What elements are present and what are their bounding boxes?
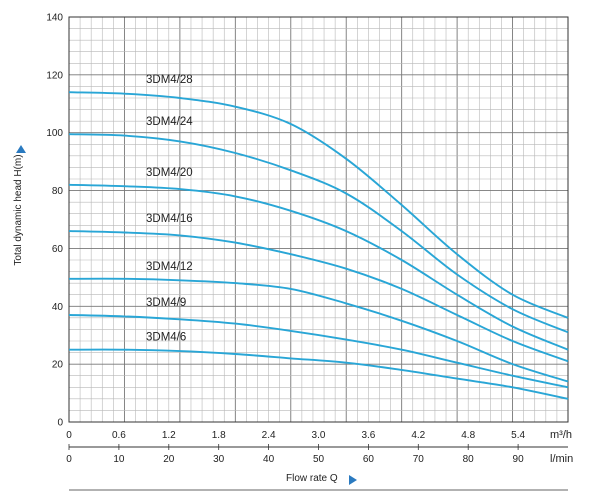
y-tick-label: 20 — [52, 360, 64, 371]
curves — [68, 91, 569, 400]
curve-3dm4-6 — [68, 348, 569, 400]
x-tick-label-m3h: 3.0 — [312, 430, 326, 441]
curve-3dm4-9 — [68, 314, 569, 389]
series-label-3dm4-12: 3DM4/12 — [146, 261, 193, 273]
y-tick-label: 80 — [52, 186, 64, 197]
x-tick-label-lmin: 30 — [213, 454, 225, 465]
x-unit-lmin: l/min — [550, 453, 573, 465]
x-axis-title: Flow rate Q — [286, 473, 338, 484]
series-label-3dm4-28: 3DM4/28 — [146, 74, 193, 86]
y-axis-title: Total dynamic head H(m) — [13, 154, 24, 265]
x-tick-labels-m3h: 0 0.6 1.2 1.8 2.4 3.0 3.6 4.2 4.8 5.4 — [66, 430, 525, 441]
x-tick-label-lmin: 20 — [163, 454, 175, 465]
x-axis-arrow-icon — [349, 475, 357, 485]
curve-3dm4-24 — [68, 133, 569, 334]
series-label-3dm4-9: 3DM4/9 — [146, 297, 186, 309]
x-unit-m3h: m³/h — [550, 429, 572, 441]
curve-3dm4-16 — [68, 230, 569, 363]
y-axis-arrow-icon — [16, 145, 26, 153]
x-tick-label-lmin: 10 — [113, 454, 125, 465]
x-tick-label-m3h: 1.2 — [162, 430, 176, 441]
x-tick-label-m3h: 4.2 — [411, 430, 425, 441]
x-tick-label-lmin: 90 — [513, 454, 525, 465]
x-tick-label-lmin: 0 — [66, 454, 72, 465]
y-tick-label: 60 — [52, 244, 64, 255]
series-label-3dm4-20: 3DM4/20 — [146, 167, 193, 179]
y-tick-label: 0 — [57, 418, 63, 429]
y-tick-labels: 0 20 40 60 80 100 120 140 — [46, 13, 63, 429]
curve-3dm4-28 — [68, 91, 569, 319]
x-tick-label-m3h: 2.4 — [262, 430, 276, 441]
x-tick-label-m3h: 3.6 — [361, 430, 375, 441]
y-tick-label: 120 — [46, 70, 63, 81]
x-tick-label-m3h: 4.8 — [461, 430, 475, 441]
plot-frame — [68, 16, 569, 423]
y-tick-label: 140 — [46, 13, 63, 24]
x-tick-label-m3h: 1.8 — [212, 430, 226, 441]
y-tick-label: 100 — [46, 128, 63, 139]
series-label-3dm4-24: 3DM4/24 — [146, 116, 193, 128]
curve-3dm4-20 — [68, 183, 569, 351]
x-tick-label-lmin: 50 — [313, 454, 325, 465]
series-label-3dm4-16: 3DM4/16 — [146, 213, 193, 225]
x-tick-label-m3h: 0 — [66, 430, 72, 441]
series-labels: 3DM4/28 3DM4/24 3DM4/20 3DM4/16 3DM4/12 3DM4/… — [146, 74, 193, 343]
x-tick-label-m3h: 5.4 — [511, 430, 525, 441]
x-tick-label-lmin: 70 — [413, 454, 425, 465]
x-tick-label-m3h: 0.6 — [112, 430, 126, 441]
series-label-3dm4-6: 3DM4/6 — [146, 332, 186, 344]
curve-3dm4-12 — [68, 277, 569, 383]
x-tick-label-lmin: 40 — [263, 454, 275, 465]
y-tick-label: 40 — [52, 302, 64, 313]
x-tick-label-lmin: 60 — [363, 454, 375, 465]
x-tick-label-lmin: 80 — [463, 454, 475, 465]
x-tick-labels-lmin: 0 10 20 30 40 50 60 70 80 90 — [66, 444, 524, 465]
